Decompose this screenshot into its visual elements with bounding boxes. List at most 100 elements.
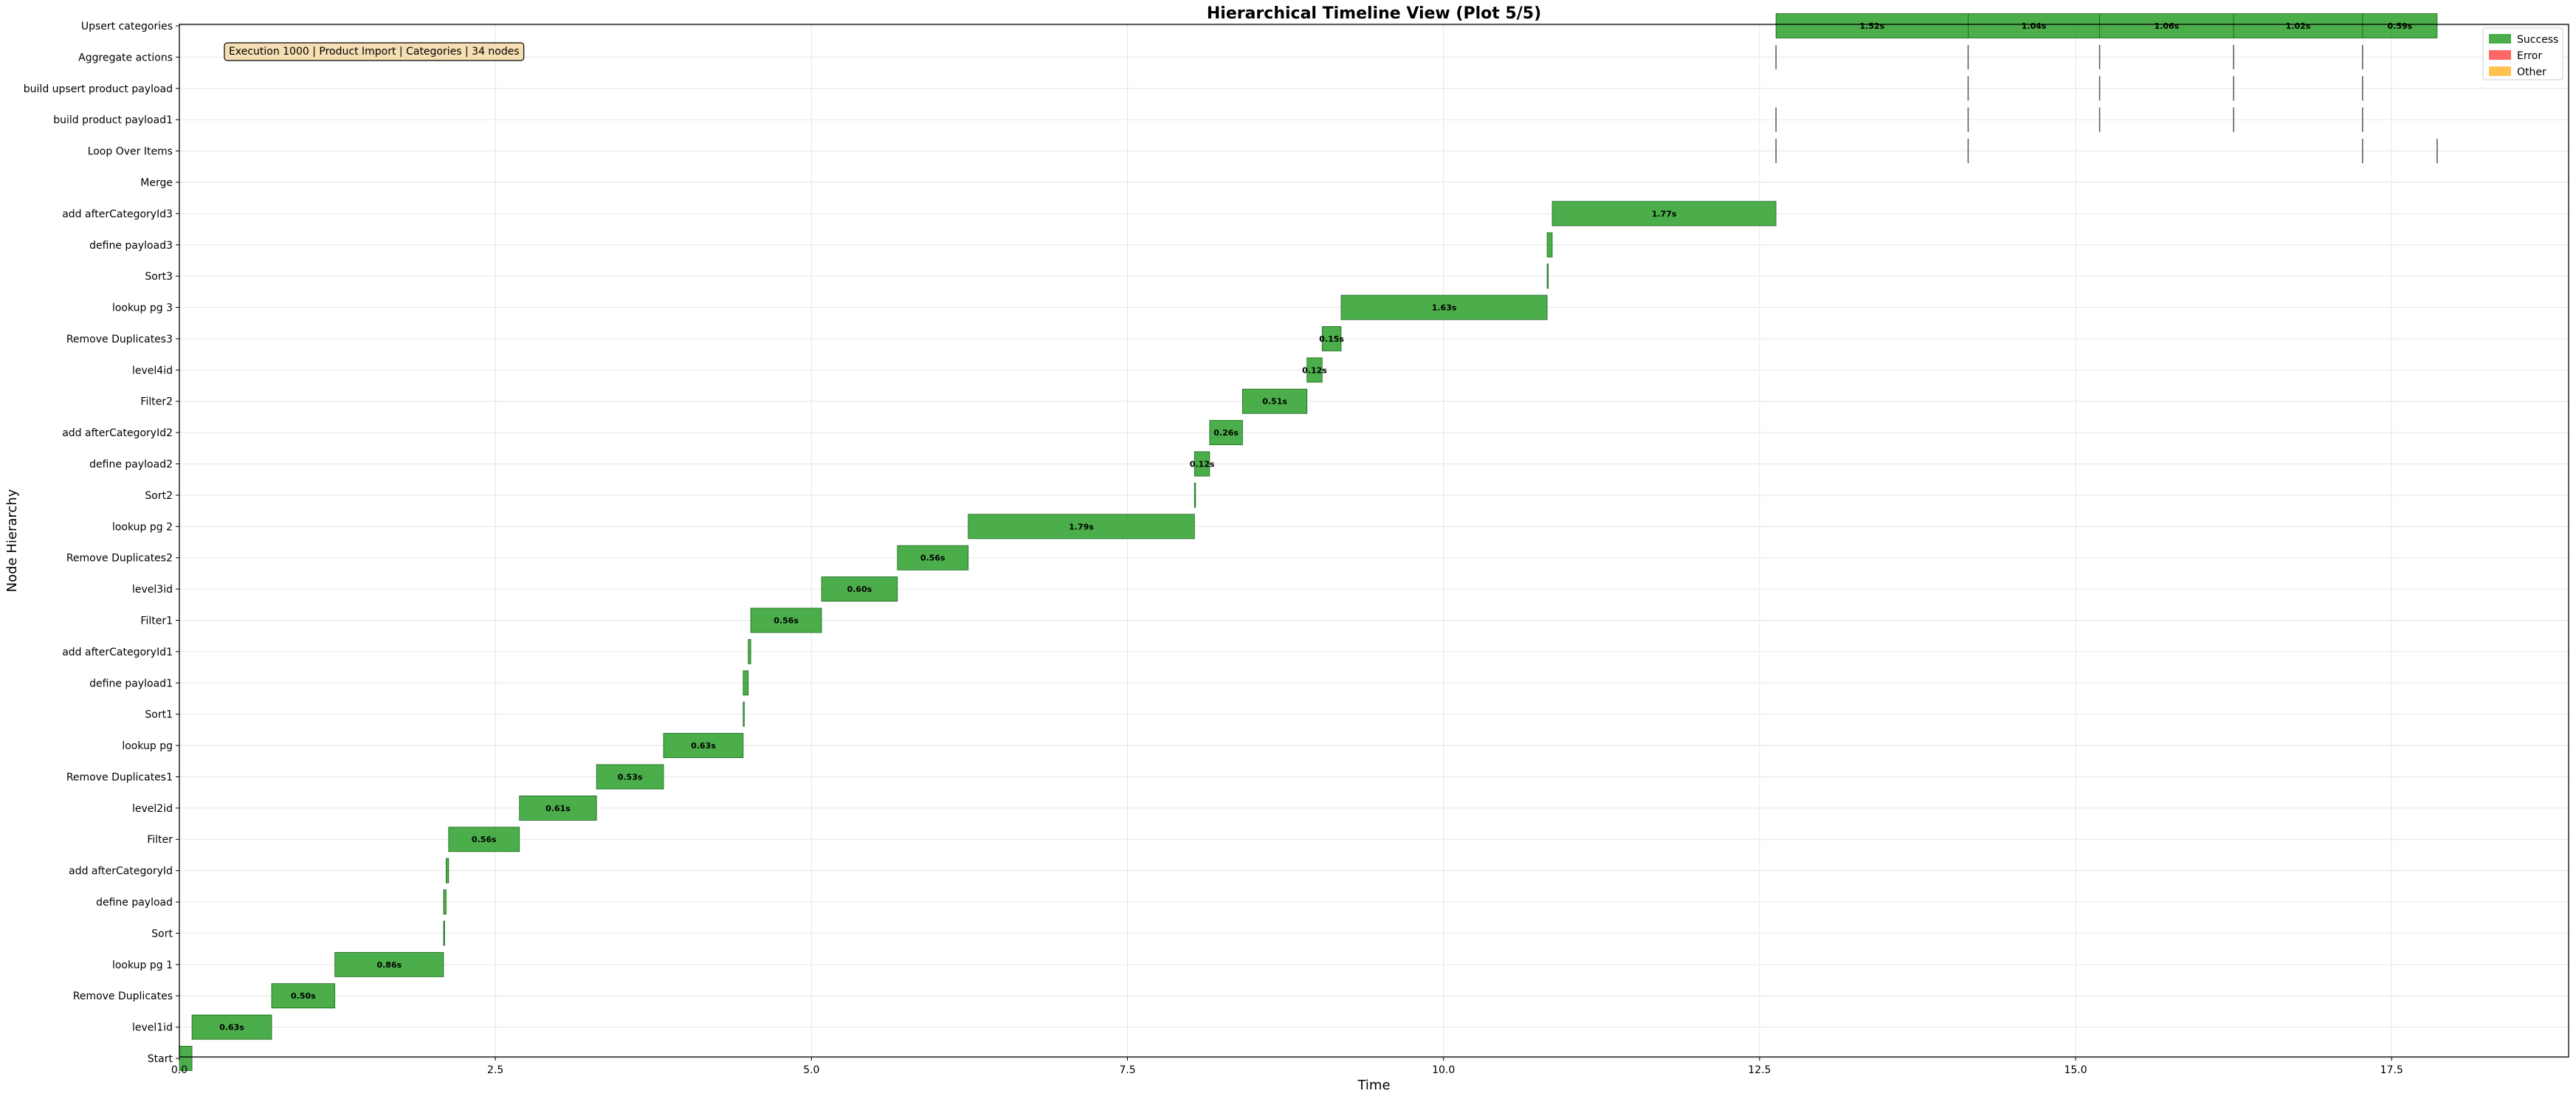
- bar-duration-label: 0.63s: [691, 741, 716, 751]
- bar-duration-label: 1.06s: [2155, 21, 2180, 31]
- y-tick-label: level3id: [132, 584, 173, 596]
- y-tick-label: Start: [148, 1053, 173, 1065]
- legend: Success Error Other: [2482, 27, 2563, 80]
- y-tick-label: define payload3: [89, 240, 173, 252]
- timeline-bar: [448, 827, 520, 852]
- timeline-bar: [443, 920, 445, 946]
- bar-duration-label: 0.63s: [219, 1023, 244, 1033]
- bar-duration-label: 1.02s: [2286, 21, 2311, 31]
- legend-swatch: [2489, 50, 2511, 60]
- execution-info-text: Execution 1000 | Product Import | Catego…: [229, 46, 520, 58]
- bar-duration-label: 0.15s: [1319, 334, 1344, 344]
- timeline-bar: [1209, 420, 1243, 446]
- y-tick-label: build product payload1: [53, 114, 173, 126]
- grid-layer: [179, 24, 2569, 1059]
- timeline-bar: [445, 858, 450, 883]
- y-tick-label: add afterCategoryId: [69, 866, 173, 878]
- legend-swatch: [2489, 34, 2511, 44]
- legend-label: Error: [2517, 50, 2542, 62]
- x-tick-label: 2.5: [487, 1064, 503, 1076]
- bar-duration-label: 0.26s: [1213, 428, 1239, 438]
- y-tick-label: add afterCategoryId2: [62, 427, 173, 439]
- y-tick-label: lookup pg 2: [112, 521, 173, 533]
- bar-duration-label: 1.52s: [1859, 21, 1884, 31]
- x-tick-label: 0.0: [171, 1064, 187, 1076]
- y-tick-label: lookup pg 1: [112, 960, 173, 971]
- legend-label: Other: [2517, 66, 2546, 78]
- y-tick-label: Sort1: [145, 709, 173, 721]
- legend-swatch: [2489, 66, 2511, 76]
- timeline-bar: [1546, 263, 1549, 289]
- bar-layer: 0.63s 0.50s 0.86s 0.56s 0.61s 0.53s 0.63s 0.56s…: [179, 13, 2438, 1071]
- timeline-bar: [1546, 232, 1553, 258]
- y-tick-label: add afterCategoryId3: [62, 208, 173, 220]
- y-tick-label: Filter: [147, 834, 173, 846]
- y-tick-label: level1id: [132, 1022, 173, 1034]
- plot-frame: [179, 24, 2569, 1058]
- timeline-bar: [443, 889, 447, 914]
- x-axis-label: Time: [1357, 1078, 1390, 1093]
- timeline-bar: [2099, 13, 2234, 38]
- y-tick-label: add afterCategoryId1: [62, 647, 173, 658]
- y-tick-label: lookup pg 3: [112, 303, 173, 314]
- bar-duration-label: 1.63s: [1432, 303, 1457, 313]
- y-tick-label: Filter2: [140, 396, 173, 408]
- x-tick-label: 7.5: [1119, 1064, 1135, 1076]
- y-tick-label: Sort3: [145, 271, 173, 283]
- timeline-bar: [1775, 13, 1969, 38]
- y-tick-label: define payload1: [89, 678, 173, 689]
- y-tick-label: define payload: [96, 897, 173, 909]
- bar-duration-label: 0.56s: [920, 554, 946, 563]
- bar-duration-label: 0.59s: [2388, 21, 2413, 31]
- bar-duration-label: 0.61s: [545, 804, 571, 813]
- timeline-bar: [1194, 482, 1196, 508]
- timeline-bar: [1968, 13, 2100, 38]
- timeline-bar: [1241, 388, 1308, 414]
- y-axis-label: Node Hierarchy: [4, 489, 20, 592]
- y-tick-label: build upsert product payload: [24, 83, 173, 95]
- timeline-bar: [1321, 326, 1342, 351]
- y-tick-label: level4id: [132, 365, 173, 376]
- timeline-bar: [271, 983, 336, 1009]
- y-tick-label: lookup pg: [122, 740, 173, 752]
- timeline-bar: [897, 545, 969, 571]
- y-tick-label: level2id: [132, 803, 173, 815]
- timeline-bar: [596, 764, 664, 790]
- bar-duration-label: 1.77s: [1652, 209, 1677, 218]
- timeline-bar: [519, 795, 597, 821]
- y-tick-label: Remove Duplicates: [73, 991, 173, 1002]
- timeline-bar: [334, 951, 444, 977]
- y-tick-label: Upsert categories: [81, 21, 173, 32]
- bar-duration-label: 0.12s: [1190, 460, 1215, 469]
- y-tick-label: Sort2: [145, 490, 173, 502]
- timeline-bar: [1340, 294, 1548, 320]
- timeline-bar: [2362, 13, 2438, 38]
- timeline-bar: [743, 670, 749, 696]
- x-tick-label: 12.5: [1748, 1064, 1771, 1076]
- timeline-bar: [750, 607, 822, 633]
- timeline-bar: [1306, 357, 1323, 383]
- timeline-bar: [2233, 13, 2363, 38]
- bar-duration-label: 0.12s: [1302, 365, 1327, 375]
- bar-duration-label: 1.04s: [2022, 21, 2047, 31]
- bar-duration-label: 0.53s: [618, 772, 643, 782]
- y-tick-label: Remove Duplicates3: [66, 334, 173, 345]
- bar-duration-label: 0.60s: [847, 585, 872, 594]
- bar-duration-label: 1.79s: [1069, 522, 1094, 531]
- timeline-bar: [663, 733, 744, 758]
- bar-duration-label: 0.50s: [291, 991, 316, 1001]
- chart-title: Hierarchical Timeline View (Plot 5/5): [1207, 4, 1541, 23]
- legend-label: Success: [2517, 34, 2558, 46]
- y-tick-label: define payload2: [89, 459, 173, 471]
- x-tick-label: 5.0: [803, 1064, 819, 1076]
- timeline-bar: [748, 638, 751, 664]
- execution-info-box: Execution 1000 | Product Import | Catego…: [224, 42, 525, 61]
- x-tick-label: 10.0: [1432, 1064, 1455, 1076]
- timeline-bar: [1194, 451, 1210, 477]
- axis-layer: Upsert categories Aggregate actions build …: [24, 21, 2569, 1076]
- timeline-bar: [1552, 201, 1777, 227]
- timeline-bar: [743, 701, 745, 727]
- x-tick-label: 17.5: [2380, 1064, 2403, 1076]
